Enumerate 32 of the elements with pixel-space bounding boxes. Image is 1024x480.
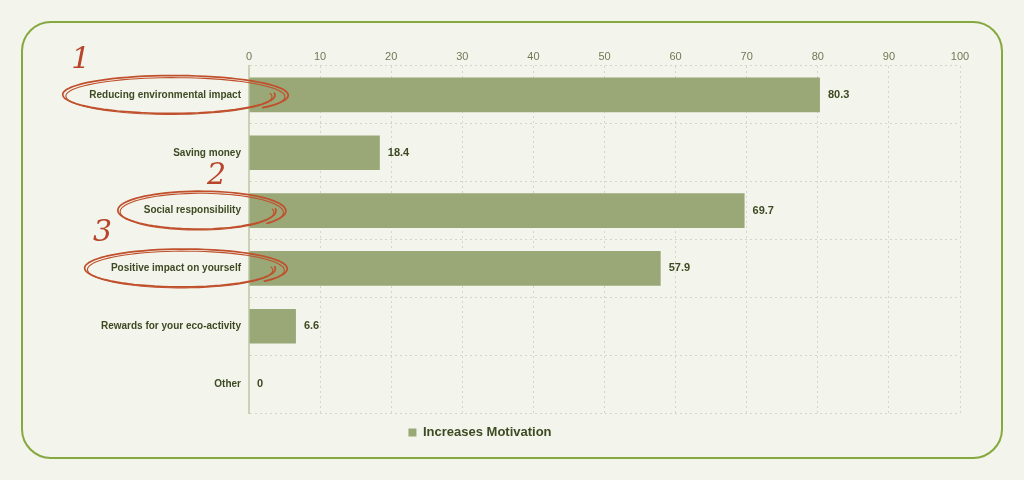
- x-tick-label: 90: [882, 50, 896, 63]
- text: 2: [207, 155, 227, 191]
- data-label: 6.6: [303, 319, 320, 332]
- x-tick-label: 50: [598, 50, 611, 63]
- y-tick-label: Saving money: [173, 146, 242, 158]
- x-tick-label: 100: [950, 50, 970, 63]
- bar: [249, 135, 380, 171]
- y-tick-label: Social responsibility: [143, 204, 242, 216]
- x-tick-label: 10: [313, 50, 327, 63]
- y-tick-label: Positive impact on yourself: [110, 262, 242, 274]
- data-label: 80.3: [827, 87, 850, 100]
- data-label: 0: [257, 377, 264, 390]
- x-tick-label: 70: [740, 50, 753, 63]
- data-label: 57.9: [668, 261, 691, 274]
- bar: [249, 77, 820, 113]
- x-tick-label: 20: [385, 50, 398, 63]
- y-tick-label: Rewards for your eco-activity: [100, 320, 242, 331]
- data-label: 69.7: [752, 203, 774, 216]
- x-tick-label: 0: [245, 50, 253, 63]
- x-tick-label: 30: [456, 50, 469, 63]
- x-tick-label: 40: [527, 50, 540, 63]
- data-label: 18.4: [387, 145, 411, 158]
- bar: [249, 193, 745, 228]
- text: 3: [92, 213, 113, 249]
- x-tick-label: 80: [811, 50, 824, 63]
- y-tick-label: Other: [214, 377, 242, 389]
- bar: [249, 308, 296, 344]
- y-tick-label: Reducing environmental impact: [89, 88, 242, 100]
- bar: [249, 251, 661, 286]
- x-tick-label: 60: [669, 50, 682, 63]
- text: 1: [71, 39, 91, 75]
- legend-label: Increases Motivation: [422, 424, 552, 440]
